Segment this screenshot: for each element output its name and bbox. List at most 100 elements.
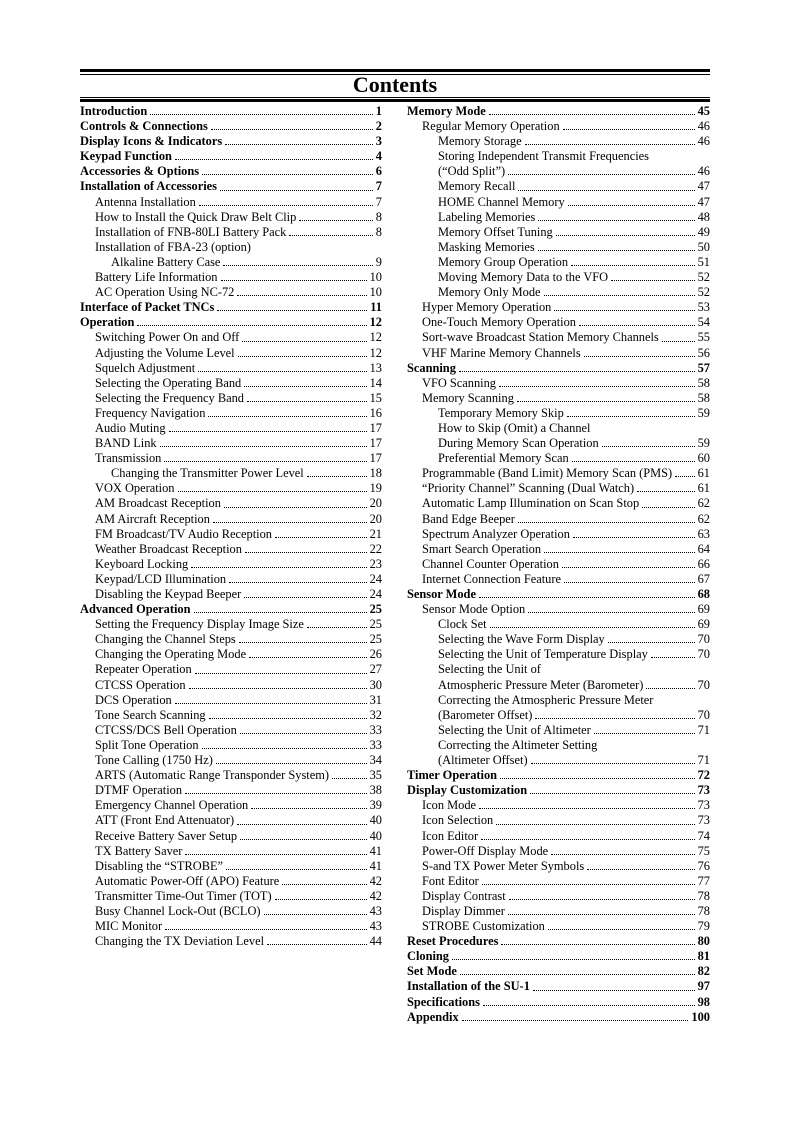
toc-entry[interactable]: Memory Recall 47 <box>407 179 710 194</box>
toc-entry[interactable]: Sort-wave Broadcast Station Memory Chann… <box>407 330 710 345</box>
toc-section-entry[interactable]: Reset Procedures 80 <box>407 934 710 949</box>
toc-entry[interactable]: Automatic Lamp Illumination on Scan Stop… <box>407 496 710 511</box>
toc-entry[interactable]: Switching Power On and Off 12 <box>80 330 382 345</box>
toc-entry[interactable]: Keyboard Locking 23 <box>80 557 382 572</box>
toc-entry[interactable]: AM Broadcast Reception 20 <box>80 496 382 511</box>
toc-entry[interactable]: Installation of FNB-80LI Battery Pack 8 <box>80 225 382 240</box>
toc-entry[interactable]: ARTS (Automatic Range Transponder System… <box>80 768 382 783</box>
toc-entry[interactable]: VHF Marine Memory Channels 56 <box>407 346 710 361</box>
toc-entry[interactable]: Programmable (Band Limit) Memory Scan (P… <box>407 466 710 481</box>
toc-section-entry[interactable]: Scanning 57 <box>407 361 710 376</box>
toc-entry[interactable]: Automatic Power-Off (APO) Feature 42 <box>80 874 382 889</box>
toc-entry[interactable]: Changing the Operating Mode 26 <box>80 647 382 662</box>
toc-entry[interactable]: Weather Broadcast Reception 22 <box>80 542 382 557</box>
toc-entry[interactable]: Masking Memories 50 <box>407 240 710 255</box>
toc-section-entry[interactable]: Installation of the SU-1 97 <box>407 979 710 994</box>
toc-entry[interactable]: Icon Mode 73 <box>407 798 710 813</box>
toc-entry[interactable]: Selecting the Unit of Temperature Displa… <box>407 647 710 662</box>
toc-entry[interactable]: Preferential Memory Scan 60 <box>407 451 710 466</box>
toc-entry[interactable]: HOME Channel Memory 47 <box>407 195 710 210</box>
toc-entry[interactable]: Icon Selection 73 <box>407 813 710 828</box>
toc-entry[interactable]: During Memory Scan Operation 59 <box>407 436 710 451</box>
toc-entry[interactable]: VFO Scanning 58 <box>407 376 710 391</box>
toc-entry[interactable]: S-and TX Power Meter Symbols 76 <box>407 859 710 874</box>
toc-entry[interactable]: Regular Memory Operation 46 <box>407 119 710 134</box>
toc-section-entry[interactable]: Specifications 98 <box>407 995 710 1010</box>
toc-entry[interactable]: CTCSS/DCS Bell Operation 33 <box>80 723 382 738</box>
toc-entry[interactable]: Hyper Memory Operation 53 <box>407 300 710 315</box>
toc-entry[interactable]: FM Broadcast/TV Audio Reception 21 <box>80 527 382 542</box>
toc-entry[interactable]: Display Dimmer 78 <box>407 904 710 919</box>
toc-entry[interactable]: Band Edge Beeper 62 <box>407 512 710 527</box>
toc-entry[interactable]: MIC Monitor 43 <box>80 919 382 934</box>
toc-section-entry[interactable]: Set Mode 82 <box>407 964 710 979</box>
toc-entry[interactable]: Battery Life Information 10 <box>80 270 382 285</box>
toc-entry[interactable]: Correcting the Altimeter Setting <box>407 738 710 753</box>
toc-section-entry[interactable]: Accessories & Options 6 <box>80 164 382 179</box>
toc-entry[interactable]: Receive Battery Saver Setup 40 <box>80 829 382 844</box>
toc-entry[interactable]: Audio Muting 17 <box>80 421 382 436</box>
toc-entry[interactable]: Selecting the Wave Form Display 70 <box>407 632 710 647</box>
toc-entry[interactable]: Channel Counter Operation 66 <box>407 557 710 572</box>
toc-entry[interactable]: Display Contrast 78 <box>407 889 710 904</box>
toc-section-entry[interactable]: Display Icons & Indicators 3 <box>80 134 382 149</box>
toc-entry[interactable]: Squelch Adjustment 13 <box>80 361 382 376</box>
toc-entry[interactable]: AC Operation Using NC-72 10 <box>80 285 382 300</box>
toc-section-entry[interactable]: Keypad Function 4 <box>80 149 382 164</box>
toc-entry[interactable]: Selecting the Operating Band 14 <box>80 376 382 391</box>
toc-section-entry[interactable]: Sensor Mode 68 <box>407 587 710 602</box>
toc-entry[interactable]: Storing Independent Transmit Frequencies <box>407 149 710 164</box>
toc-entry[interactable]: Sensor Mode Option 69 <box>407 602 710 617</box>
toc-entry[interactable]: Correcting the Atmospheric Pressure Mete… <box>407 693 710 708</box>
toc-entry[interactable]: Disabling the Keypad Beeper 24 <box>80 587 382 602</box>
toc-section-entry[interactable]: Memory Mode 45 <box>407 104 710 119</box>
toc-entry[interactable]: TX Battery Saver 41 <box>80 844 382 859</box>
toc-entry[interactable]: Selecting the Frequency Band 15 <box>80 391 382 406</box>
toc-entry[interactable]: Installation of FBA-23 (option) <box>80 240 382 255</box>
toc-entry[interactable]: How to Install the Quick Draw Belt Clip 8 <box>80 210 382 225</box>
toc-entry[interactable]: Font Editor 77 <box>407 874 710 889</box>
toc-section-entry[interactable]: Interface of Packet TNCs 11 <box>80 300 382 315</box>
toc-entry[interactable]: Internet Connection Feature 67 <box>407 572 710 587</box>
toc-entry[interactable]: Memory Storage 46 <box>407 134 710 149</box>
toc-entry[interactable]: AM Aircraft Reception 20 <box>80 512 382 527</box>
toc-entry[interactable]: Transmission 17 <box>80 451 382 466</box>
toc-entry[interactable]: One-Touch Memory Operation 54 <box>407 315 710 330</box>
toc-section-entry[interactable]: Advanced Operation 25 <box>80 602 382 617</box>
toc-entry[interactable]: Setting the Frequency Display Image Size… <box>80 617 382 632</box>
toc-entry[interactable]: Changing the Channel Steps 25 <box>80 632 382 647</box>
toc-entry[interactable]: Changing the TX Deviation Level 44 <box>80 934 382 949</box>
toc-entry[interactable]: Memory Group Operation 51 <box>407 255 710 270</box>
toc-entry[interactable]: Memory Offset Tuning 49 <box>407 225 710 240</box>
toc-entry[interactable]: Selecting the Unit of Altimeter 71 <box>407 723 710 738</box>
toc-section-entry[interactable]: Display Customization 73 <box>407 783 710 798</box>
toc-entry[interactable]: DTMF Operation 38 <box>80 783 382 798</box>
toc-entry[interactable]: ATT (Front End Attenuator) 40 <box>80 813 382 828</box>
toc-section-entry[interactable]: Introduction 1 <box>80 104 382 119</box>
toc-section-entry[interactable]: Controls & Connections 2 <box>80 119 382 134</box>
toc-entry[interactable]: Split Tone Operation 33 <box>80 738 382 753</box>
toc-section-entry[interactable]: Appendix 100 <box>407 1010 710 1025</box>
toc-entry[interactable]: Moving Memory Data to the VFO 52 <box>407 270 710 285</box>
toc-section-entry[interactable]: Cloning 81 <box>407 949 710 964</box>
toc-entry[interactable]: Memory Only Mode 52 <box>407 285 710 300</box>
toc-entry[interactable]: Repeater Operation 27 <box>80 662 382 677</box>
toc-entry[interactable]: Adjusting the Volume Level 12 <box>80 346 382 361</box>
toc-entry[interactable]: Changing the Transmitter Power Level 18 <box>80 466 382 481</box>
toc-entry[interactable]: Atmospheric Pressure Meter (Barometer) 70 <box>407 678 710 693</box>
toc-entry[interactable]: Clock Set 69 <box>407 617 710 632</box>
toc-entry[interactable]: Labeling Memories 48 <box>407 210 710 225</box>
toc-entry[interactable]: Tone Calling (1750 Hz) 34 <box>80 753 382 768</box>
toc-entry[interactable]: Alkaline Battery Case 9 <box>80 255 382 270</box>
toc-entry[interactable]: STROBE Customization 79 <box>407 919 710 934</box>
toc-entry[interactable]: Spectrum Analyzer Operation 63 <box>407 527 710 542</box>
toc-entry[interactable]: Icon Editor 74 <box>407 829 710 844</box>
toc-entry[interactable]: (“Odd Split”) 46 <box>407 164 710 179</box>
toc-entry[interactable]: Disabling the “STROBE” 41 <box>80 859 382 874</box>
toc-entry[interactable]: Tone Search Scanning 32 <box>80 708 382 723</box>
toc-section-entry[interactable]: Timer Operation 72 <box>407 768 710 783</box>
toc-entry[interactable]: Smart Search Operation 64 <box>407 542 710 557</box>
toc-entry[interactable]: Emergency Channel Operation 39 <box>80 798 382 813</box>
toc-section-entry[interactable]: Operation 12 <box>80 315 382 330</box>
toc-entry[interactable]: How to Skip (Omit) a Channel <box>407 421 710 436</box>
